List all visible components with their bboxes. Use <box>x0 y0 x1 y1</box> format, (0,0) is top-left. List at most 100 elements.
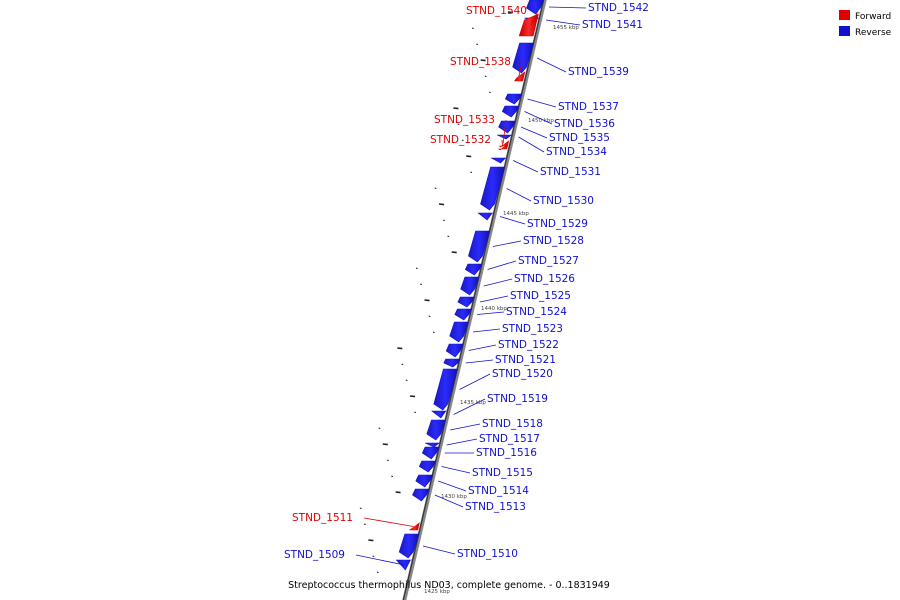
kbp-tick-label: 1440 kbp <box>481 306 507 312</box>
gene-label-stnd_1531[interactable]: STND_1531 <box>540 166 601 178</box>
kbp-tick-labels: 1455 kbp 1450 kbp 1445 kbp 1440 kbp 1435… <box>424 25 579 595</box>
gene-block-stnd_1522 <box>445 343 464 358</box>
gene-label-stnd_1532[interactable]: STND_1532 <box>430 134 491 146</box>
minor-tick-mark <box>451 251 457 254</box>
leader-line-stnd_1540 <box>530 10 539 26</box>
gene-label-stnd_1534[interactable]: STND_1534 <box>546 146 607 158</box>
gene-block-stnd_1510 <box>398 533 420 559</box>
gene-label-stnd_1518[interactable]: STND_1518 <box>482 418 543 430</box>
gene-labels: STND_1542 STND_1541 STND_1540 STND_1539 STND… <box>284 2 649 561</box>
minor-tick-mark <box>480 59 486 62</box>
leader-line-stnd_1521 <box>465 359 494 364</box>
gene-label-stnd_1536[interactable]: STND_1536 <box>554 118 615 130</box>
leader-line-stnd_1534 <box>518 136 545 153</box>
leader-line-stnd_1541 <box>545 19 581 26</box>
leader-line-stnd_1519 <box>453 398 486 415</box>
gene-label-stnd_1524[interactable]: STND_1524 <box>506 306 567 318</box>
kbp-tick-label: 1455 kbp <box>553 25 579 31</box>
gene-label-stnd_1510[interactable]: STND_1510 <box>457 548 518 560</box>
gene-block-stnd_1515 <box>418 460 437 473</box>
kbp-tick-label: 1425 kbp <box>424 589 450 595</box>
minor-tick-mark <box>424 299 430 302</box>
leader-line-stnd_1514 <box>438 480 467 492</box>
minor-tick-mark <box>372 555 375 558</box>
gene-label-stnd_1542[interactable]: STND_1542 <box>588 2 649 14</box>
gene-block-stnd_1518 <box>426 419 446 441</box>
gene-block-stnd_1520 <box>433 368 458 411</box>
gene-label-stnd_1525[interactable]: STND_1525 <box>510 290 571 302</box>
leader-line-stnd_1524 <box>477 311 505 315</box>
gene-block-stnd_1536 <box>501 105 520 118</box>
minor-tick-mark <box>507 11 513 14</box>
leader-line-stnd_1526 <box>483 278 513 287</box>
leader-line-stnd_1529 <box>499 216 526 225</box>
gene-label-stnd_1522[interactable]: STND_1522 <box>498 339 559 351</box>
kbp-tick-label: 1450 kbp <box>528 118 554 124</box>
leader-line-stnd_1530 <box>506 188 532 202</box>
leader-line-stnd_1533 <box>502 119 507 144</box>
gene-label-stnd_1528[interactable]: STND_1528 <box>523 235 584 247</box>
minor-tick-mark <box>382 443 388 446</box>
gene-label-stnd_1514[interactable]: STND_1514 <box>468 485 529 497</box>
gene-label-stnd_1537[interactable]: STND_1537 <box>558 101 619 113</box>
gene-label-stnd_1509[interactable]: STND_1509 <box>284 549 345 561</box>
leader-line-stnd_1518 <box>450 423 481 431</box>
minor-tick-mark <box>395 491 401 494</box>
gene-label-stnd_1511[interactable]: STND_1511 <box>292 512 353 524</box>
legend-forward-label: Forward <box>855 12 891 22</box>
gene-label-stnd_1539[interactable]: STND_1539 <box>568 66 629 78</box>
legend-reverse-swatch <box>839 26 850 36</box>
gene-label-stnd_1533[interactable]: STND_1533 <box>434 114 495 126</box>
gene-block-stnd_1521 <box>443 358 461 368</box>
gene-label-stnd_1538[interactable]: STND_1538 <box>450 56 511 68</box>
gene-block-stnd_1524 <box>454 308 472 321</box>
minor-tick-mark <box>443 219 445 222</box>
leader-line-stnd_1511 <box>363 517 414 527</box>
gene-label-stnd_1513[interactable]: STND_1513 <box>465 501 526 513</box>
minor-tick-mark <box>428 315 431 318</box>
gene-block-stnd_1527 <box>464 263 483 276</box>
gene-block-stnd_1509 <box>395 559 413 571</box>
gene-block-stnd_1525 <box>457 296 475 308</box>
gene-block-stnd_1535 <box>498 120 516 134</box>
gene-block-stnd_1530 <box>480 166 505 211</box>
minor-tick-mark <box>471 27 474 30</box>
gene-label-stnd_1516[interactable]: STND_1516 <box>476 447 537 459</box>
minor-tick-mark <box>368 539 374 542</box>
gene-label-stnd_1515[interactable]: STND_1515 <box>472 467 533 479</box>
gene-block-stnd_1511 <box>408 522 420 531</box>
gene-label-stnd_1530[interactable]: STND_1530 <box>533 195 594 207</box>
gene-leader-lines <box>355 6 587 566</box>
minor-tick-mark <box>409 395 416 398</box>
minor-tick-mark <box>438 203 445 206</box>
kbp-tick-label: 1445 kbp <box>503 211 529 217</box>
minor-tick-mark <box>484 75 487 78</box>
kbp-tick-label: 1430 kbp <box>441 494 467 500</box>
gene-label-stnd_1523[interactable]: STND_1523 <box>502 323 563 335</box>
gene-block-stnd_1526 <box>460 276 480 296</box>
gene-label-stnd_1517[interactable]: STND_1517 <box>479 433 540 445</box>
minor-tick-mark <box>432 331 435 334</box>
minor-tick-mark <box>461 139 464 142</box>
leader-line-stnd_1537 <box>527 98 557 108</box>
leader-line-stnd_1525 <box>479 295 509 303</box>
leader-line-stnd_1542 <box>548 6 587 9</box>
minor-tick-mark <box>476 43 479 46</box>
leader-line-stnd_1528 <box>492 240 522 247</box>
gene-block-stnd_1516 <box>421 446 440 460</box>
gene-label-stnd_1535[interactable]: STND_1535 <box>549 132 610 144</box>
gene-label-stnd_1526[interactable]: STND_1526 <box>514 273 575 285</box>
gene-label-stnd_1520[interactable]: STND_1520 <box>492 368 553 380</box>
gene-label-stnd_1519[interactable]: STND_1519 <box>487 393 548 405</box>
gene-label-stnd_1541[interactable]: STND_1541 <box>582 19 643 31</box>
gene-label-stnd_1521[interactable]: STND_1521 <box>495 354 556 366</box>
gene-label-stnd_1529[interactable]: STND_1529 <box>527 218 588 230</box>
leader-line-stnd_1515 <box>441 466 471 474</box>
minor-tick-mark <box>363 523 366 526</box>
gene-label-stnd_1527[interactable]: STND_1527 <box>518 255 579 267</box>
minor-tick-mark <box>397 347 403 350</box>
minor-tick-marks <box>359 11 513 574</box>
gene-label-stnd_1540[interactable]: STND_1540 <box>466 5 527 17</box>
leader-line-stnd_1527 <box>487 260 517 270</box>
